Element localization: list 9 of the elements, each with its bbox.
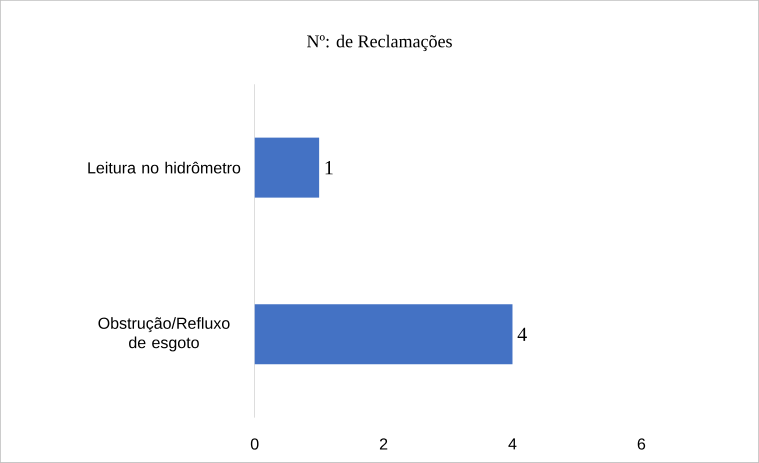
x-tick-label: 4	[508, 438, 516, 450]
x-tick-label: 2	[380, 438, 388, 450]
data-label: 4	[518, 328, 527, 341]
chart-title: Nº: de Reclamações	[307, 34, 452, 52]
y-tick-label: Obstrução/Refluxo de esgoto	[98, 317, 230, 352]
x-tick-label: 0	[250, 438, 259, 450]
x-tick-label: 6	[638, 438, 646, 450]
data-label: 1	[326, 161, 333, 174]
y-tick-label: Leitura no hidrômetro	[88, 162, 240, 174]
